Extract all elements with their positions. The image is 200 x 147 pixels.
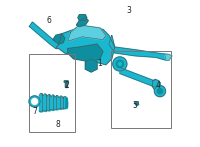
Circle shape (116, 60, 124, 68)
Circle shape (154, 86, 166, 97)
Circle shape (157, 88, 163, 94)
Polygon shape (78, 15, 87, 21)
Text: 8: 8 (56, 120, 60, 129)
Circle shape (118, 62, 121, 65)
Text: 6: 6 (47, 16, 52, 25)
Polygon shape (109, 35, 169, 60)
Circle shape (32, 98, 38, 104)
Polygon shape (66, 98, 68, 108)
Polygon shape (29, 22, 59, 49)
Polygon shape (68, 44, 103, 62)
Polygon shape (65, 82, 67, 87)
Text: 1: 1 (98, 59, 102, 68)
Text: 5: 5 (132, 101, 137, 110)
Circle shape (29, 96, 40, 107)
Circle shape (113, 57, 127, 71)
Polygon shape (135, 102, 139, 106)
Polygon shape (68, 25, 106, 41)
Polygon shape (76, 18, 88, 26)
Text: 4: 4 (156, 81, 161, 90)
Polygon shape (165, 54, 172, 60)
Polygon shape (152, 79, 160, 92)
Polygon shape (56, 26, 115, 65)
Text: 2: 2 (65, 81, 69, 91)
Polygon shape (64, 81, 68, 82)
Polygon shape (53, 34, 65, 44)
Polygon shape (120, 68, 154, 87)
Text: 3: 3 (126, 6, 131, 15)
Polygon shape (85, 59, 97, 72)
Text: 7: 7 (32, 107, 37, 116)
